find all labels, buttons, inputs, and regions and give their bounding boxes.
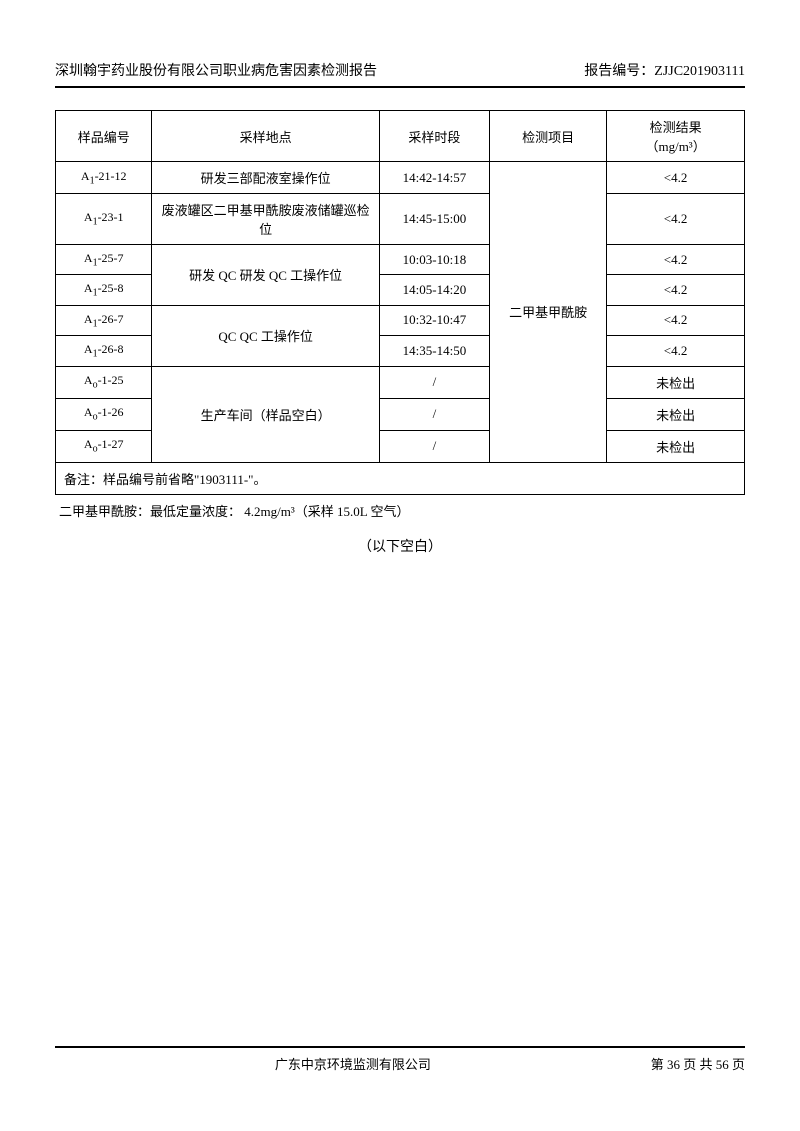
cell-time: 14:45-15:00 [379,194,489,245]
page-footer: 广东中京环境监测有限公司 第 36 页 共 56 页 [55,1046,745,1073]
cell-time: 14:42-14:57 [379,162,489,194]
table-row: A1-23-1 废液罐区二甲基甲酰胺废液储罐巡检位 14:45-15:00 <4… [56,194,745,245]
cell-sample-id: A1-26-7 [56,305,152,335]
cell-result: <4.2 [607,245,745,275]
th-project: 检测项目 [490,111,607,162]
cell-time: / [379,398,489,430]
footer-company: 广东中京环境监测有限公司 [55,1054,651,1073]
th-time: 采样时段 [379,111,489,162]
cell-result: <4.2 [607,305,745,335]
table-row: Ao-1-25 生产车间（样品空白） / 未检出 [56,366,745,398]
cell-result: <4.2 [607,275,745,305]
results-table: 样品编号 采样地点 采样时段 检测项目 检测结果 （mg/m³） A1-21-1… [55,110,745,495]
page-header: 深圳翰宇药业股份有限公司职业病危害因素检测报告 报告编号：ZJJC2019031… [55,60,745,88]
table-header-row: 样品编号 采样地点 采样时段 检测项目 检测结果 （mg/m³） [56,111,745,162]
header-report-no: 报告编号：ZJJC201903111 [584,60,745,80]
cell-time: 14:35-14:50 [379,336,489,366]
cell-location-merged: 研发 QC 研发 QC 工操作位 [152,245,379,306]
cell-time: 14:05-14:20 [379,275,489,305]
cell-sample-id: Ao-1-27 [56,430,152,462]
cell-sample-id: A1-23-1 [56,194,152,245]
table-row: A1-21-12 研发三部配液室操作位 14:42-14:57 二甲基甲酰胺 <… [56,162,745,194]
cell-sample-id: A1-21-12 [56,162,152,194]
cell-time: / [379,366,489,398]
table-row: A1-26-7 QC QC 工操作位 10:32-10:47 <4.2 [56,305,745,335]
cell-result: 未检出 [607,366,745,398]
cell-project-merged: 二甲基甲酰胺 [490,162,607,463]
table-row: A1-25-7 研发 QC 研发 QC 工操作位 10:03-10:18 <4.… [56,245,745,275]
th-sample-id: 样品编号 [56,111,152,162]
table-caption: 备注：样品编号前省略"1903111-"。 [56,462,745,494]
th-result: 检测结果 （mg/m³） [607,111,745,162]
footer-rule [55,1046,745,1048]
cell-sample-id: A1-25-8 [56,275,152,305]
report-no-value: ZJJC201903111 [654,64,745,79]
cell-sample-id: A1-25-7 [56,245,152,275]
header-title: 深圳翰宇药业股份有限公司职业病危害因素检测报告 [55,60,377,80]
cell-sample-id: Ao-1-26 [56,398,152,430]
cell-location-merged: 生产车间（样品空白） [152,366,379,462]
cell-location: 废液罐区二甲基甲酰胺废液储罐巡检位 [152,194,379,245]
th-location: 采样地点 [152,111,379,162]
table-caption-row: 备注：样品编号前省略"1903111-"。 [56,462,745,494]
cell-result: <4.2 [607,336,745,366]
cell-result: 未检出 [607,398,745,430]
detection-limit-note: 二甲基甲酰胺：最低定量浓度： 4.2mg/m³（采样 15.0L 空气） [55,499,745,522]
cell-result: 未检出 [607,430,745,462]
footer-page-number: 第 36 页 共 56 页 [651,1054,745,1073]
cell-location: 研发三部配液室操作位 [152,162,379,194]
cell-time: 10:03-10:18 [379,245,489,275]
cell-sample-id: Ao-1-25 [56,366,152,398]
cell-result: <4.2 [607,194,745,245]
report-no-label: 报告编号： [584,64,654,79]
th-result-l1: 检测结果 [650,120,702,135]
th-result-l2: （mg/m³） [645,139,705,154]
cell-time: / [379,430,489,462]
cell-sample-id: A1-26-8 [56,336,152,366]
blank-below-text: （以下空白） [55,536,745,556]
cell-location-merged: QC QC 工操作位 [152,305,379,366]
cell-time: 10:32-10:47 [379,305,489,335]
cell-result: <4.2 [607,162,745,194]
